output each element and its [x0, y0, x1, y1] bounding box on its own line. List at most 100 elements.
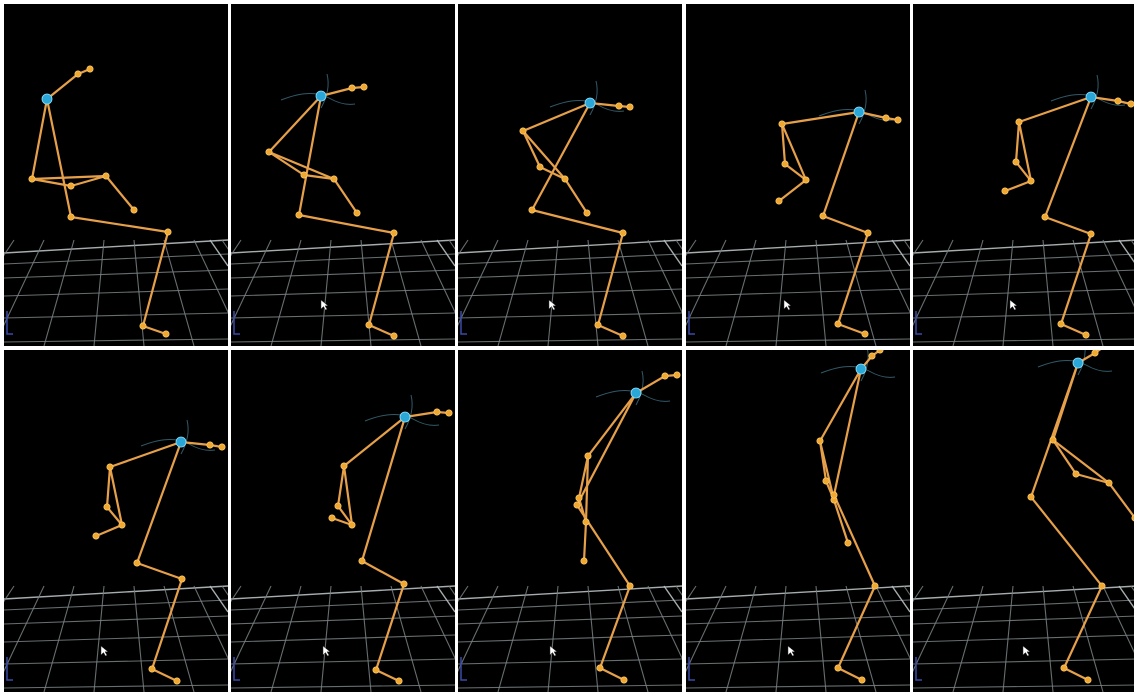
orange-dot-icon[interactable]	[74, 70, 82, 78]
bone[interactable]	[1051, 438, 1111, 485]
blue-sphere-icon[interactable]	[584, 97, 596, 109]
bone[interactable]	[302, 173, 336, 181]
orange-dot-icon[interactable]	[894, 116, 902, 124]
orange-dot-icon[interactable]	[876, 350, 884, 354]
bone[interactable]	[1074, 472, 1111, 485]
viewport-canvas[interactable]	[458, 4, 682, 346]
orange-dot-icon[interactable]	[822, 477, 830, 485]
orange-dot-icon[interactable]	[139, 322, 147, 330]
skeleton[interactable]	[519, 97, 634, 340]
orange-dot-icon[interactable]	[348, 521, 356, 529]
bone[interactable]	[832, 498, 850, 545]
bone[interactable]	[1043, 215, 1093, 236]
orange-dot-icon[interactable]	[67, 182, 75, 190]
bone[interactable]	[267, 150, 306, 177]
orange-dot-icon[interactable]	[580, 557, 588, 565]
bone[interactable]	[141, 324, 168, 336]
orange-dot-icon[interactable]	[340, 462, 348, 470]
bone[interactable]	[69, 215, 170, 234]
orange-dot-icon[interactable]	[561, 175, 569, 183]
orange-dot-icon[interactable]	[619, 229, 627, 237]
orange-dot-icon[interactable]	[868, 352, 876, 360]
orange-dot-icon[interactable]	[348, 84, 356, 92]
bone[interactable]	[1107, 481, 1134, 519]
orange-dot-icon[interactable]	[1041, 213, 1049, 221]
bone[interactable]	[818, 367, 863, 443]
orange-dot-icon[interactable]	[584, 452, 592, 460]
orange-dot-icon[interactable]	[358, 557, 366, 565]
orange-dot-icon[interactable]	[528, 206, 536, 214]
bone[interactable]	[30, 174, 108, 181]
bone[interactable]	[1003, 179, 1033, 193]
viewport-canvas[interactable]	[4, 350, 228, 692]
bone[interactable]	[374, 668, 401, 683]
bone[interactable]	[836, 322, 867, 336]
orange-dot-icon[interactable]	[28, 175, 36, 183]
bone[interactable]	[598, 666, 626, 682]
orange-dot-icon[interactable]	[1060, 664, 1068, 672]
orange-dot-icon[interactable]	[858, 676, 866, 684]
orange-dot-icon[interactable]	[353, 209, 361, 217]
bone[interactable]	[634, 374, 667, 395]
bone[interactable]	[141, 230, 170, 328]
orange-dot-icon[interactable]	[1082, 331, 1090, 339]
bone[interactable]	[596, 323, 625, 338]
bone[interactable]	[367, 231, 396, 327]
orange-dot-icon[interactable]	[871, 582, 879, 590]
bone[interactable]	[530, 208, 625, 235]
bone[interactable]	[150, 667, 179, 683]
orange-dot-icon[interactable]	[103, 503, 111, 511]
viewport-canvas[interactable]	[686, 4, 910, 346]
skeleton[interactable]	[775, 106, 902, 338]
skeleton[interactable]	[1027, 350, 1134, 684]
orange-dot-icon[interactable]	[673, 371, 681, 379]
bone[interactable]	[297, 94, 323, 217]
bone[interactable]	[336, 504, 354, 527]
bone[interactable]	[821, 214, 870, 235]
bone[interactable]	[45, 72, 80, 101]
bone[interactable]	[538, 165, 567, 181]
bone[interactable]	[342, 464, 354, 527]
bone[interactable]	[836, 666, 864, 682]
bone[interactable]	[1043, 95, 1093, 219]
bone[interactable]	[360, 559, 406, 586]
orange-dot-icon[interactable]	[334, 502, 342, 510]
orange-dot-icon[interactable]	[1084, 676, 1092, 684]
bone[interactable]	[577, 454, 590, 500]
bone[interactable]	[1059, 322, 1088, 337]
orange-dot-icon[interactable]	[173, 677, 181, 685]
orange-dot-icon[interactable]	[536, 163, 544, 171]
blue-sphere-icon[interactable]	[315, 90, 327, 102]
viewport-frame-5[interactable]	[913, 4, 1134, 346]
orange-dot-icon[interactable]	[834, 664, 842, 672]
bone[interactable]	[780, 110, 861, 126]
bone[interactable]	[267, 150, 336, 181]
blue-sphere-icon[interactable]	[1085, 91, 1097, 103]
orange-dot-icon[interactable]	[118, 521, 126, 529]
bone[interactable]	[1017, 95, 1093, 124]
bone[interactable]	[836, 584, 877, 670]
orange-dot-icon[interactable]	[295, 211, 303, 219]
orange-dot-icon[interactable]	[819, 212, 827, 220]
blue-sphere-icon[interactable]	[399, 411, 411, 423]
bone[interactable]	[821, 110, 861, 218]
orange-dot-icon[interactable]	[330, 175, 338, 183]
orange-dot-icon[interactable]	[882, 114, 890, 122]
orange-dot-icon[interactable]	[575, 494, 583, 502]
orange-dot-icon[interactable]	[372, 666, 380, 674]
blue-sphere-icon[interactable]	[175, 436, 187, 448]
orange-dot-icon[interactable]	[218, 443, 226, 451]
bone[interactable]	[330, 516, 354, 527]
orange-dot-icon[interactable]	[844, 539, 852, 547]
orange-dot-icon[interactable]	[1131, 514, 1134, 522]
viewport-frame-1[interactable]	[4, 4, 228, 346]
viewport-canvas[interactable]	[686, 350, 910, 692]
orange-dot-icon[interactable]	[130, 206, 138, 214]
orange-dot-icon[interactable]	[582, 518, 590, 526]
bone[interactable]	[836, 231, 870, 326]
bone[interactable]	[575, 391, 638, 507]
bone[interactable]	[1017, 120, 1033, 183]
bone[interactable]	[598, 584, 632, 670]
viewport-canvas[interactable]	[4, 4, 228, 346]
bone[interactable]	[780, 122, 808, 182]
